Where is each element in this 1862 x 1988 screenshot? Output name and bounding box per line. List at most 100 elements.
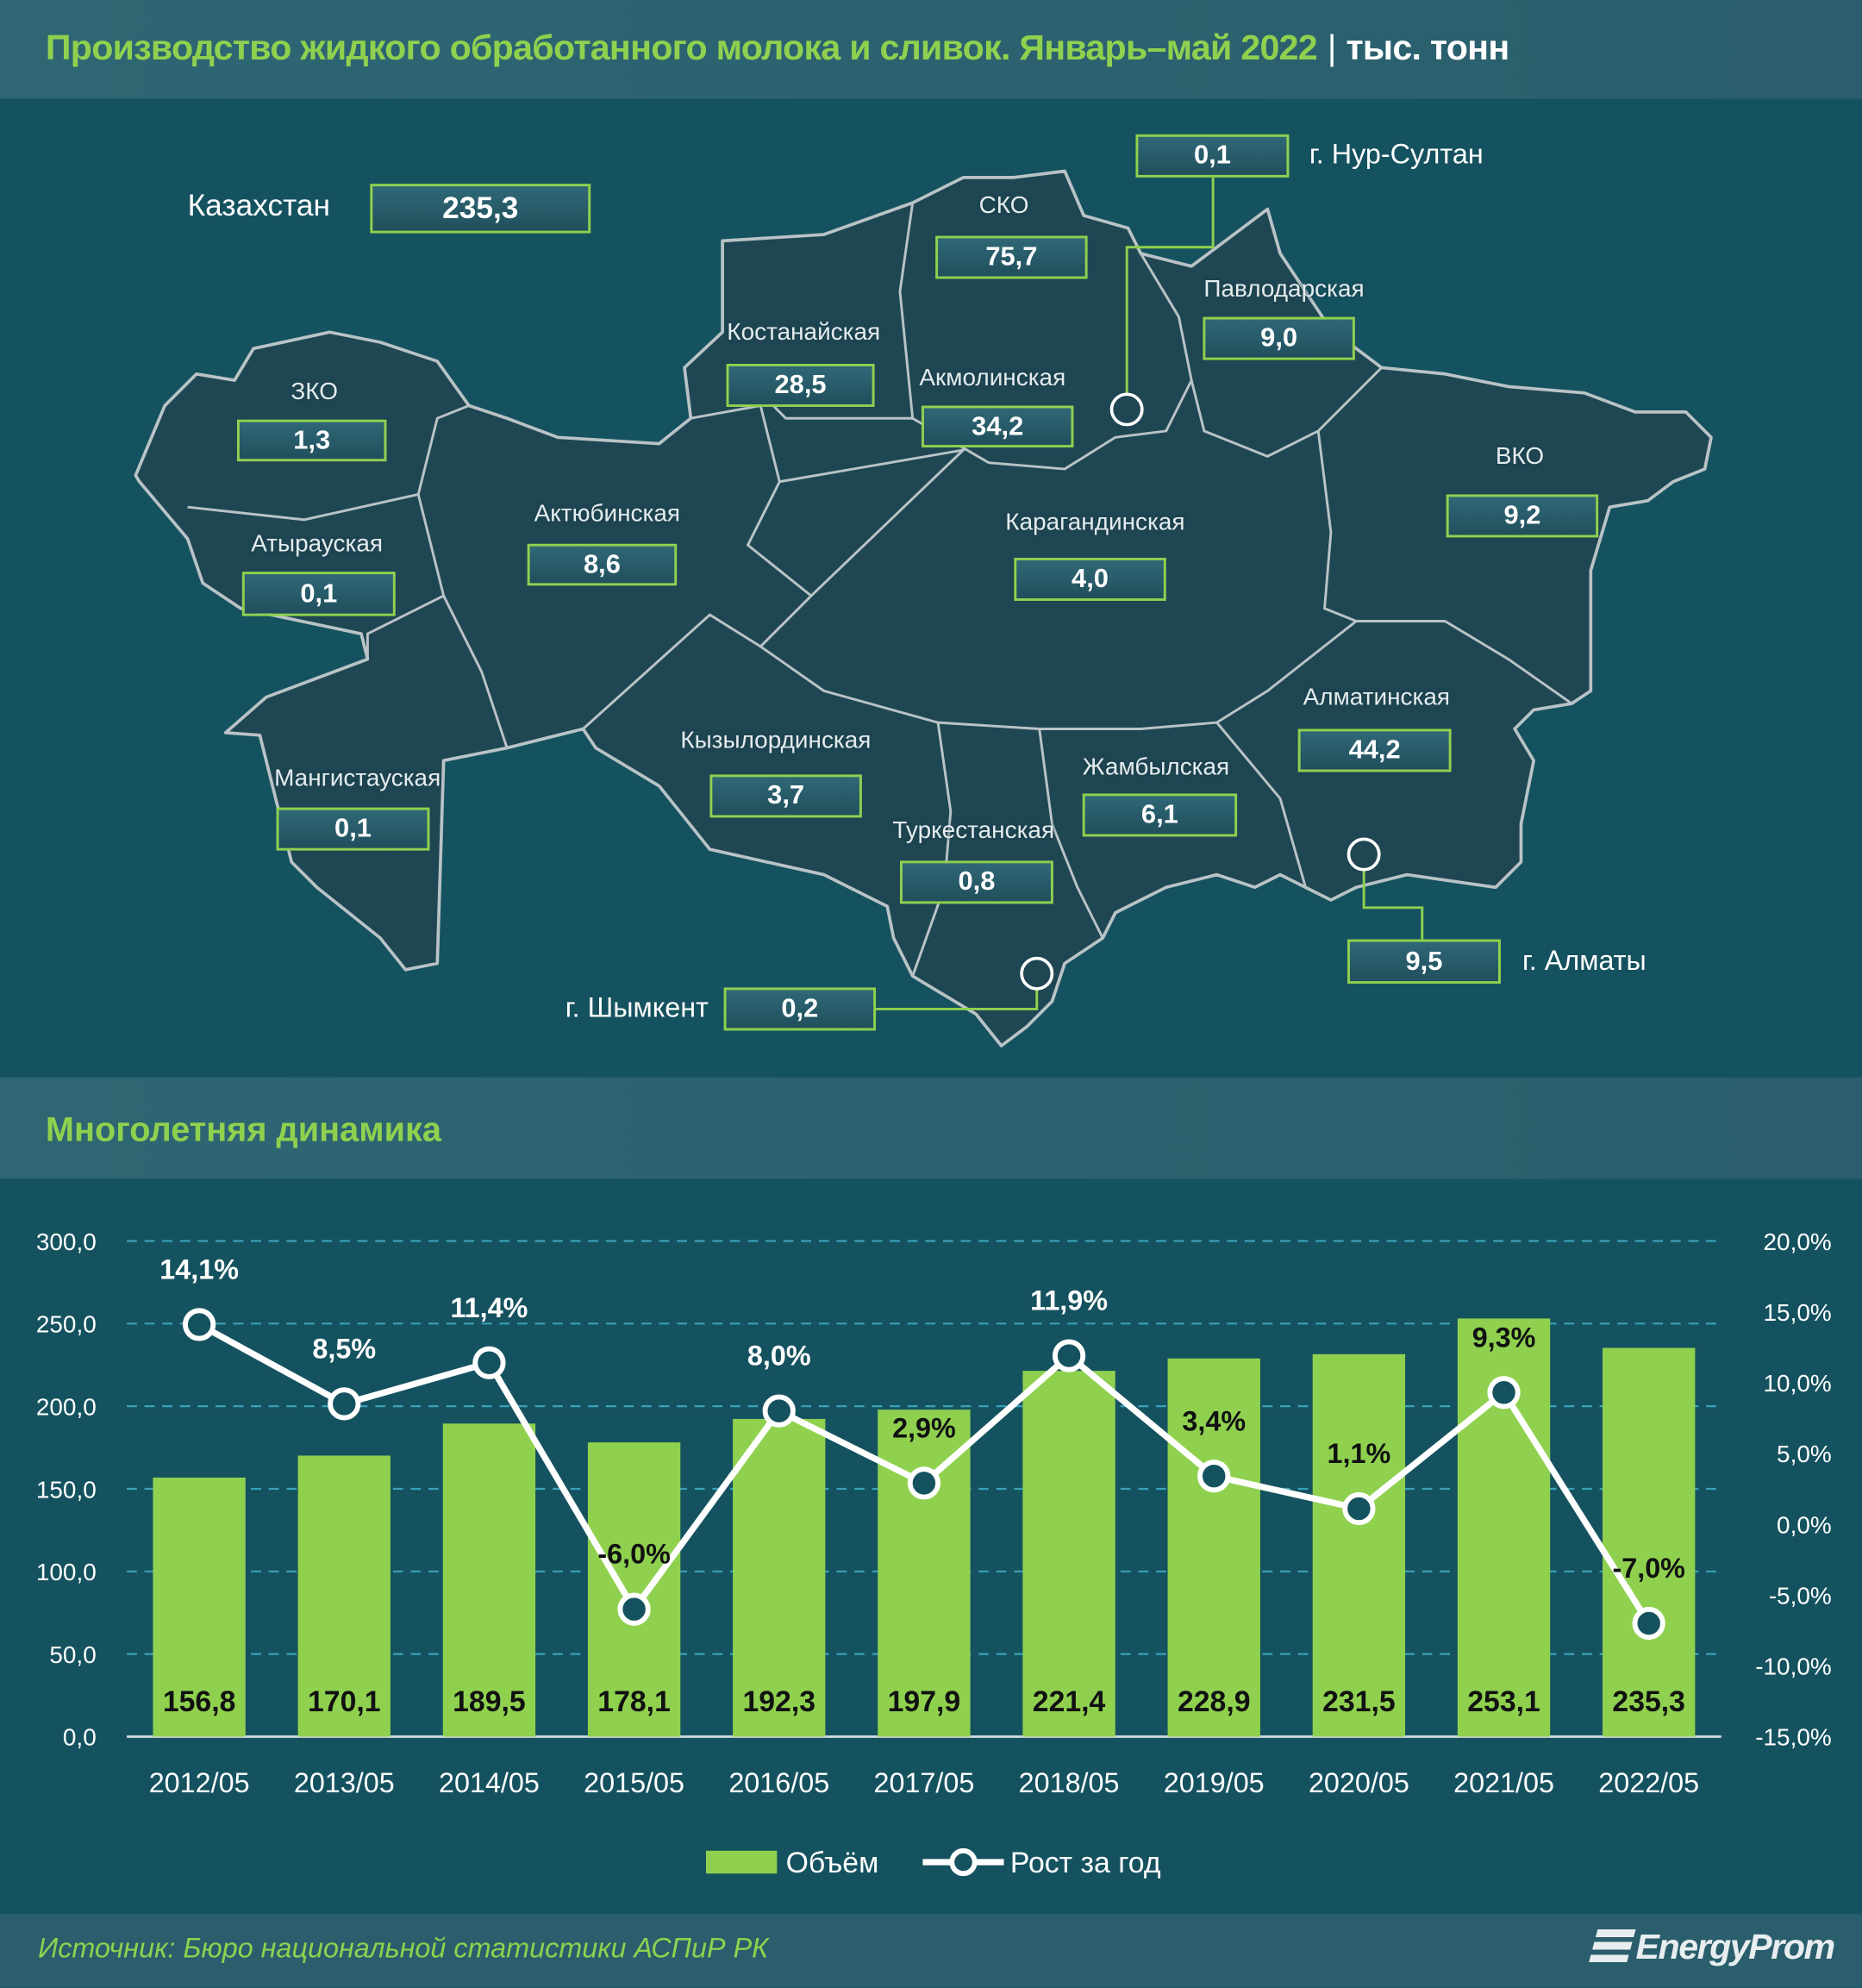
bar-value-label: 235,3 <box>1612 1685 1685 1718</box>
label-aktobe: Актюбинская <box>534 500 681 528</box>
bar <box>733 1418 826 1737</box>
value-sko: 75,7 <box>935 235 1088 279</box>
x-axis-tick-label: 2014/05 <box>439 1767 540 1798</box>
almaty-connector <box>1362 869 1424 940</box>
label-karaganda: Карагандинская <box>1005 510 1185 536</box>
source-note: Источник: Бюро национальной статистики А… <box>38 1931 769 1964</box>
growth-point <box>1052 1339 1086 1372</box>
page-title: Производство жидкого обработанного молок… <box>46 28 1509 68</box>
x-axis-tick-label: 2018/05 <box>1019 1767 1120 1798</box>
label-nur-sultan: г. Нур-Султан <box>1309 138 1484 171</box>
bar-value-label: 197,9 <box>888 1685 961 1718</box>
y-axis-tick-label: 0,0 <box>63 1724 97 1751</box>
nur-sultan-marker <box>1109 392 1144 427</box>
y-axis-tick-label: 50,0 <box>49 1641 96 1668</box>
footer: Источник: Бюро национальной статистики А… <box>0 1914 1862 1988</box>
legend-bar-swatch <box>706 1850 778 1874</box>
value-mangistau: 0,1 <box>276 807 430 851</box>
bar-value-label: 231,5 <box>1322 1685 1396 1718</box>
growth-point <box>1487 1376 1521 1410</box>
growth-value-label: 14,1% <box>159 1253 239 1285</box>
y-axis-tick-label: 300,0 <box>36 1228 97 1255</box>
bar-value-label: 253,1 <box>1467 1685 1540 1718</box>
label-vko: ВКО <box>1495 443 1545 471</box>
growth-value-label: 8,0% <box>747 1341 811 1372</box>
value-nur-sultan: 0,1 <box>1135 134 1290 178</box>
y2-axis-tick-label: 0,0% <box>1777 1511 1832 1538</box>
label-pavlodar: Павлодарская <box>1203 276 1365 303</box>
bar <box>442 1423 536 1737</box>
value-zhambyl: 6,1 <box>1082 793 1238 837</box>
bar-value-label: 228,9 <box>1178 1685 1251 1718</box>
growth-value-label: 11,9% <box>1030 1285 1108 1316</box>
x-axis-tick-label: 2013/05 <box>294 1767 395 1798</box>
logo-text: EnergyProm <box>1635 1926 1836 1966</box>
y2-axis-tick-label: 10,0% <box>1764 1370 1832 1397</box>
shymkent-marker <box>1020 956 1054 991</box>
growth-value-label: 8,5% <box>312 1333 376 1364</box>
label-almaty-region: Алматинская <box>1303 685 1451 711</box>
growth-value-label: 11,4% <box>450 1292 528 1323</box>
section-title: Многолетняя динамика <box>45 1110 441 1149</box>
legend-bar-label: Объём <box>786 1847 879 1879</box>
growth-point <box>1632 1606 1665 1641</box>
label-atyrau: Атырауская <box>251 531 383 558</box>
legend-line-label: Рост за год <box>1010 1847 1161 1879</box>
x-axis-tick-label: 2022/05 <box>1598 1767 1699 1798</box>
total-value: 235,3 <box>370 184 591 234</box>
bar-value-label: 156,8 <box>163 1685 236 1718</box>
nur-sultan-connector <box>1125 177 1215 393</box>
y2-axis-tick-label: -10,0% <box>1755 1654 1831 1680</box>
y2-axis-tick-label: 5,0% <box>1777 1441 1832 1467</box>
x-axis-tick-label: 2015/05 <box>584 1767 684 1798</box>
y-axis-tick-label: 150,0 <box>36 1476 97 1503</box>
value-vko: 9,2 <box>1446 494 1599 538</box>
bar <box>587 1442 681 1737</box>
value-kyzylorda: 3,7 <box>709 774 862 818</box>
chart-section: 0,0 50,0 100,0 150,0 200,0 250,0 300,0 -15,0% -1… <box>0 1178 1862 1915</box>
bar-value-label: 189,5 <box>453 1685 526 1718</box>
label-turkestan: Туркестанская <box>892 817 1055 845</box>
y-axis-tick-label: 100,0 <box>36 1559 97 1585</box>
label-akmola: Акмолинская <box>919 365 1066 392</box>
value-akmola: 34,2 <box>921 405 1074 448</box>
combo-chart: 0,0 50,0 100,0 150,0 200,0 250,0 300,0 -15,0% -1… <box>36 1228 1832 1879</box>
x-axis-tick-label: 2017/05 <box>873 1767 974 1798</box>
value-pavlodar: 9,0 <box>1203 316 1355 360</box>
growth-value-label: 9,3% <box>1472 1322 1536 1353</box>
logo-icon <box>1588 1929 1635 1963</box>
legend-line-marker <box>949 1847 978 1877</box>
y2-axis-tick-label: 15,0% <box>1764 1299 1832 1326</box>
bar <box>1022 1371 1115 1737</box>
growth-value-label: 1,1% <box>1328 1438 1391 1469</box>
total-label: Казахстан <box>187 189 330 223</box>
map-section: Казахстан 235,3 0,1 г. Нур-Султан СКО 75… <box>0 98 1862 1078</box>
y2-axis-tick-label: -5,0% <box>1769 1582 1832 1609</box>
growth-point <box>1342 1491 1376 1526</box>
title-unit: тыс. тонн <box>1346 28 1509 67</box>
bar <box>297 1455 391 1737</box>
bar-value-label: 192,3 <box>742 1685 815 1718</box>
bar <box>878 1410 971 1737</box>
label-shymkent: г. Шымкент <box>565 991 709 1023</box>
value-zko: 1,3 <box>236 419 387 462</box>
value-almaty-city: 9,5 <box>1347 939 1501 985</box>
y-axis-tick-label: 200,0 <box>36 1393 97 1420</box>
shymkent-connector <box>876 988 1039 1010</box>
bar-value-label: 170,1 <box>308 1685 381 1718</box>
bar <box>1312 1353 1406 1737</box>
section-header: Многолетняя динамика <box>0 1077 1862 1179</box>
value-kostanay: 28,5 <box>726 364 875 407</box>
growth-value-label: -6,0% <box>597 1539 670 1570</box>
header-band: Производство жидкого обработанного молок… <box>0 0 1862 99</box>
almaty-marker <box>1347 837 1381 872</box>
label-zko: ЗКО <box>291 378 338 406</box>
title-separator: | <box>1327 28 1337 67</box>
kazakhstan-map <box>134 169 1713 1047</box>
growth-point <box>183 1308 216 1341</box>
bar-value-label: 178,1 <box>597 1685 671 1718</box>
x-axis-tick-label: 2019/05 <box>1164 1767 1265 1798</box>
growth-value-label: 2,9% <box>892 1412 956 1443</box>
x-axis-tick-label: 2016/05 <box>728 1767 829 1798</box>
